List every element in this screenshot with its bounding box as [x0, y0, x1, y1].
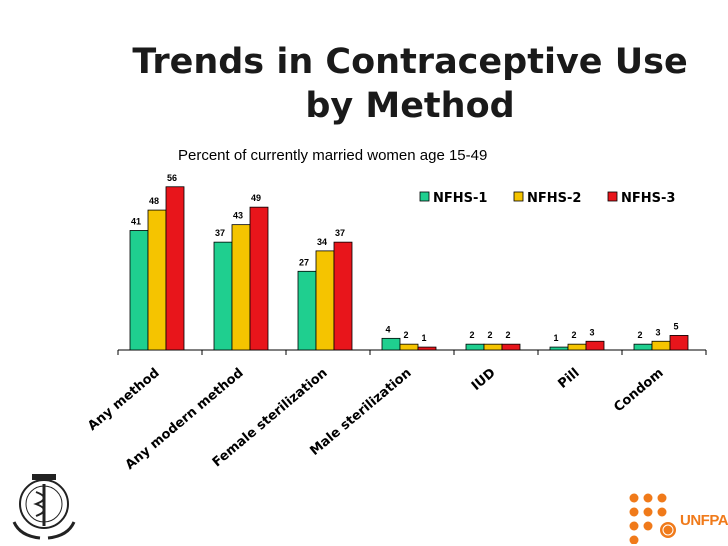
bar-nfhs-1-pill — [549, 346, 569, 351]
data-label: 5 — [673, 321, 678, 331]
data-label: 2 — [403, 330, 408, 340]
data-label: 56 — [167, 173, 177, 183]
data-label: 49 — [251, 193, 261, 203]
category-tick-label: Condom — [611, 366, 666, 416]
legend-label: NFHS-1 — [433, 191, 487, 206]
data-label: 34 — [317, 237, 327, 247]
bar-nfhs-2-male-sterilization — [399, 343, 419, 351]
bar-nfhs-3-pill — [585, 340, 605, 351]
legend-label: NFHS-2 — [527, 191, 581, 206]
category-tick-label: IUD — [469, 365, 499, 393]
legend-swatch — [513, 191, 524, 202]
category-tick-label: Pill — [555, 366, 582, 392]
title-line-2: by Method — [305, 86, 515, 126]
data-label: 2 — [571, 330, 576, 340]
data-label: 3 — [589, 327, 594, 337]
data-label: 43 — [233, 211, 243, 221]
data-label: 27 — [299, 257, 309, 267]
title-line-1: Trends in Contraceptive Use — [132, 42, 688, 82]
bar-nfhs-1-iud — [465, 343, 485, 351]
chart-subtitle: Percent of currently married women age 1… — [178, 147, 488, 164]
data-label: 1 — [553, 333, 558, 343]
data-label: 48 — [149, 196, 159, 206]
data-label: 2 — [637, 330, 642, 340]
bar-nfhs-2-any-method — [147, 209, 167, 351]
bar-nfhs-3-condom — [669, 335, 689, 351]
bar-nfhs-1-any-method — [129, 230, 149, 351]
bar-nfhs-3-male-sterilization — [417, 346, 437, 351]
bar-nfhs-3-iud — [501, 343, 521, 351]
data-label: 1 — [421, 333, 426, 343]
bar-nfhs-1-any-modern-method — [213, 241, 233, 351]
bar-nfhs-2-iud — [483, 343, 503, 351]
slide-title: Trends in Contraceptive Use by Method — [110, 40, 710, 128]
bar-nfhs-1-male-sterilization — [381, 337, 401, 351]
bar-nfhs-2-any-modern-method — [231, 224, 251, 351]
bar-nfhs-1-condom — [633, 343, 653, 351]
legend-label: NFHS-3 — [621, 191, 675, 206]
data-label: 2 — [505, 330, 510, 340]
bar-nfhs-3-any-method — [165, 186, 185, 351]
legend-swatch — [607, 191, 618, 202]
data-label: 3 — [655, 327, 660, 337]
bar-nfhs-1-female-sterilization — [297, 270, 317, 351]
data-label: 37 — [215, 228, 225, 238]
bar-nfhs-2-female-sterilization — [315, 250, 335, 351]
unfpa-wordmark: UNFPA — [680, 512, 728, 529]
unfpa-dots-logo — [629, 493, 676, 544]
data-label: 41 — [131, 216, 141, 226]
data-label: 4 — [385, 324, 390, 334]
bar-nfhs-2-pill — [567, 343, 587, 351]
category-tick-label: Any method — [85, 366, 162, 434]
legend-swatch — [419, 191, 430, 202]
bar-nfhs-3-female-sterilization — [333, 241, 353, 351]
data-label: 37 — [335, 228, 345, 238]
ministry-emblem-logo — [12, 474, 76, 540]
bar-nfhs-3-any-modern-method — [249, 206, 269, 351]
data-label: 2 — [487, 330, 492, 340]
bar-nfhs-2-condom — [651, 340, 671, 351]
data-label: 2 — [469, 330, 474, 340]
